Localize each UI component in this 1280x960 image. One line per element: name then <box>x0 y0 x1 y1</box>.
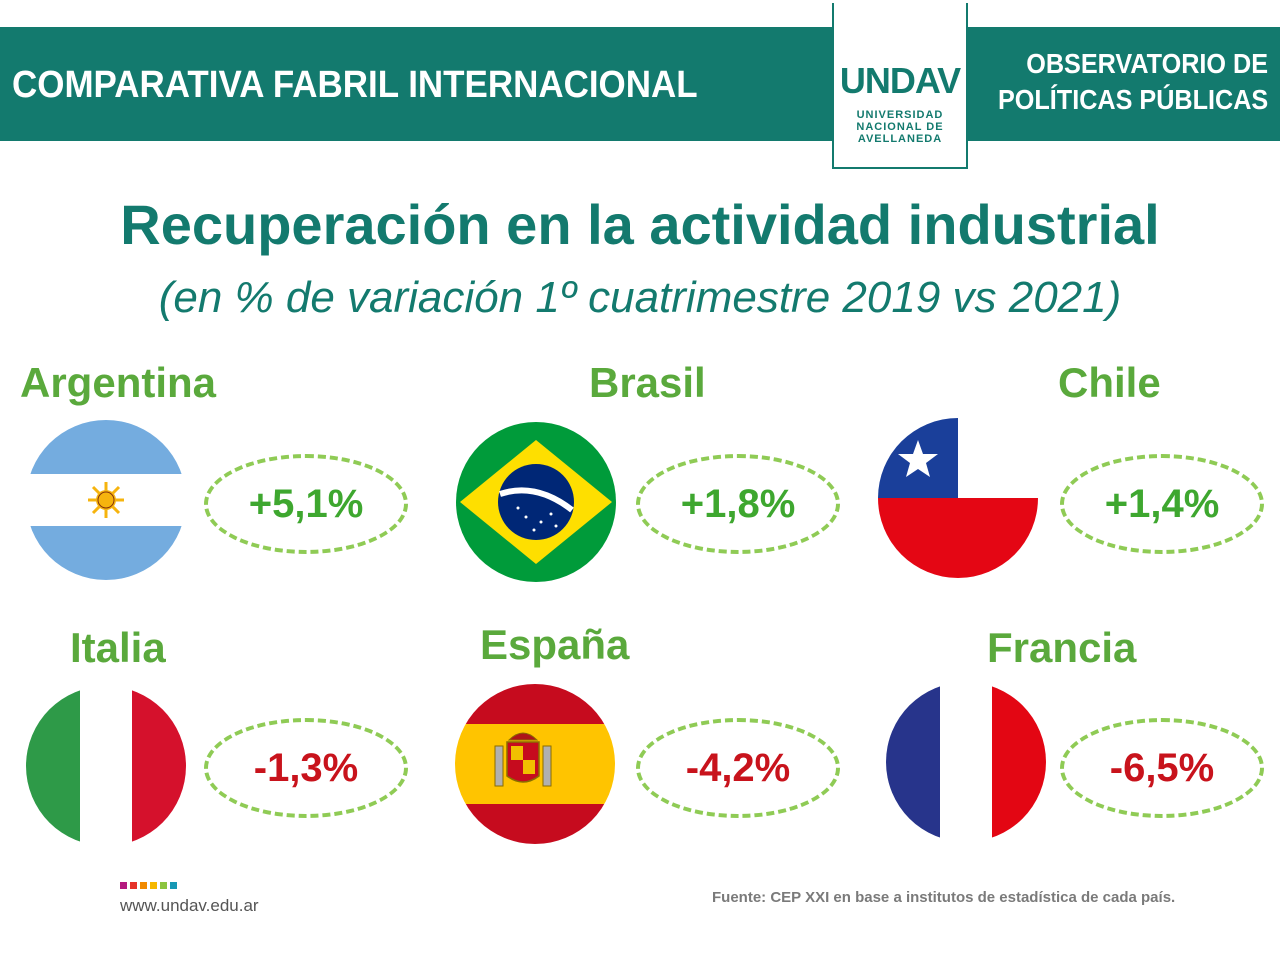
value-badge-francia: -6,5% <box>1060 718 1264 818</box>
logo-line-3: AVELLANEDA <box>857 133 943 145</box>
value-italia: -1,3% <box>253 745 359 790</box>
color-dot <box>140 882 147 889</box>
logo-text: UNIVERSIDAD NACIONAL DE AVELLANEDA <box>834 109 966 145</box>
country-name-espana: España <box>480 621 630 668</box>
country-name-francia: Francia <box>987 624 1137 671</box>
value-badge-argentina: +5,1% <box>204 454 408 554</box>
country-name-italia: Italia <box>70 624 166 671</box>
value-espana: -4,2% <box>685 745 791 790</box>
color-dot <box>130 882 137 889</box>
italy-flag-icon <box>26 686 186 846</box>
color-dot <box>150 882 157 889</box>
logo-mark: UNDAV <box>839 60 961 101</box>
value-francia: -6,5% <box>1109 745 1215 790</box>
country-name-brasil: Brasil <box>589 359 706 406</box>
observatory-line-2: POLÍTICAS PÚBLICAS <box>998 84 1269 115</box>
website-link[interactable]: www.undav.edu.ar <box>120 896 259 915</box>
brazil-flag-icon <box>456 422 616 582</box>
page-title: Recuperación en la actividad industrial <box>120 193 1160 256</box>
header-banner <box>0 27 1280 141</box>
color-dot <box>120 882 127 889</box>
chile-flag-icon <box>878 418 1038 578</box>
undav-logo: UNDAV UNIVERSIDAD NACIONAL DE AVELLANEDA <box>832 3 968 169</box>
value-badge-italia: -1,3% <box>204 718 408 818</box>
value-argentina: +5,1% <box>248 481 364 526</box>
country-name-chile: Chile <box>1058 359 1161 406</box>
value-badge-espana: -4,2% <box>636 718 840 818</box>
header-title: COMPARATIVA FABRIL INTERNACIONAL <box>12 64 698 106</box>
value-brasil: +1,8% <box>680 481 796 526</box>
argentina-flag-icon <box>26 420 186 580</box>
color-dot <box>170 882 177 889</box>
observatory-label: OBSERVATORIO DE POLÍTICAS PÚBLICAS <box>968 46 1268 118</box>
logo-line-1: UNIVERSIDAD <box>856 109 944 121</box>
logo-line-2: NACIONAL DE <box>856 121 944 133</box>
source-note: Fuente: CEP XXI en base a institutos de … <box>712 889 1176 906</box>
color-dot <box>160 882 167 889</box>
spain-flag-icon <box>455 684 615 844</box>
value-badge-chile: +1,4% <box>1060 454 1264 554</box>
country-name-argentina: Argentina <box>20 359 217 406</box>
value-badge-brasil: +1,8% <box>636 454 840 554</box>
france-flag-icon <box>886 682 1046 842</box>
observatory-line-1: OBSERVATORIO DE <box>1026 48 1268 79</box>
page-subtitle: (en % de variación 1º cuatrimestre 2019 … <box>158 273 1122 322</box>
value-chile: +1,4% <box>1104 481 1220 526</box>
